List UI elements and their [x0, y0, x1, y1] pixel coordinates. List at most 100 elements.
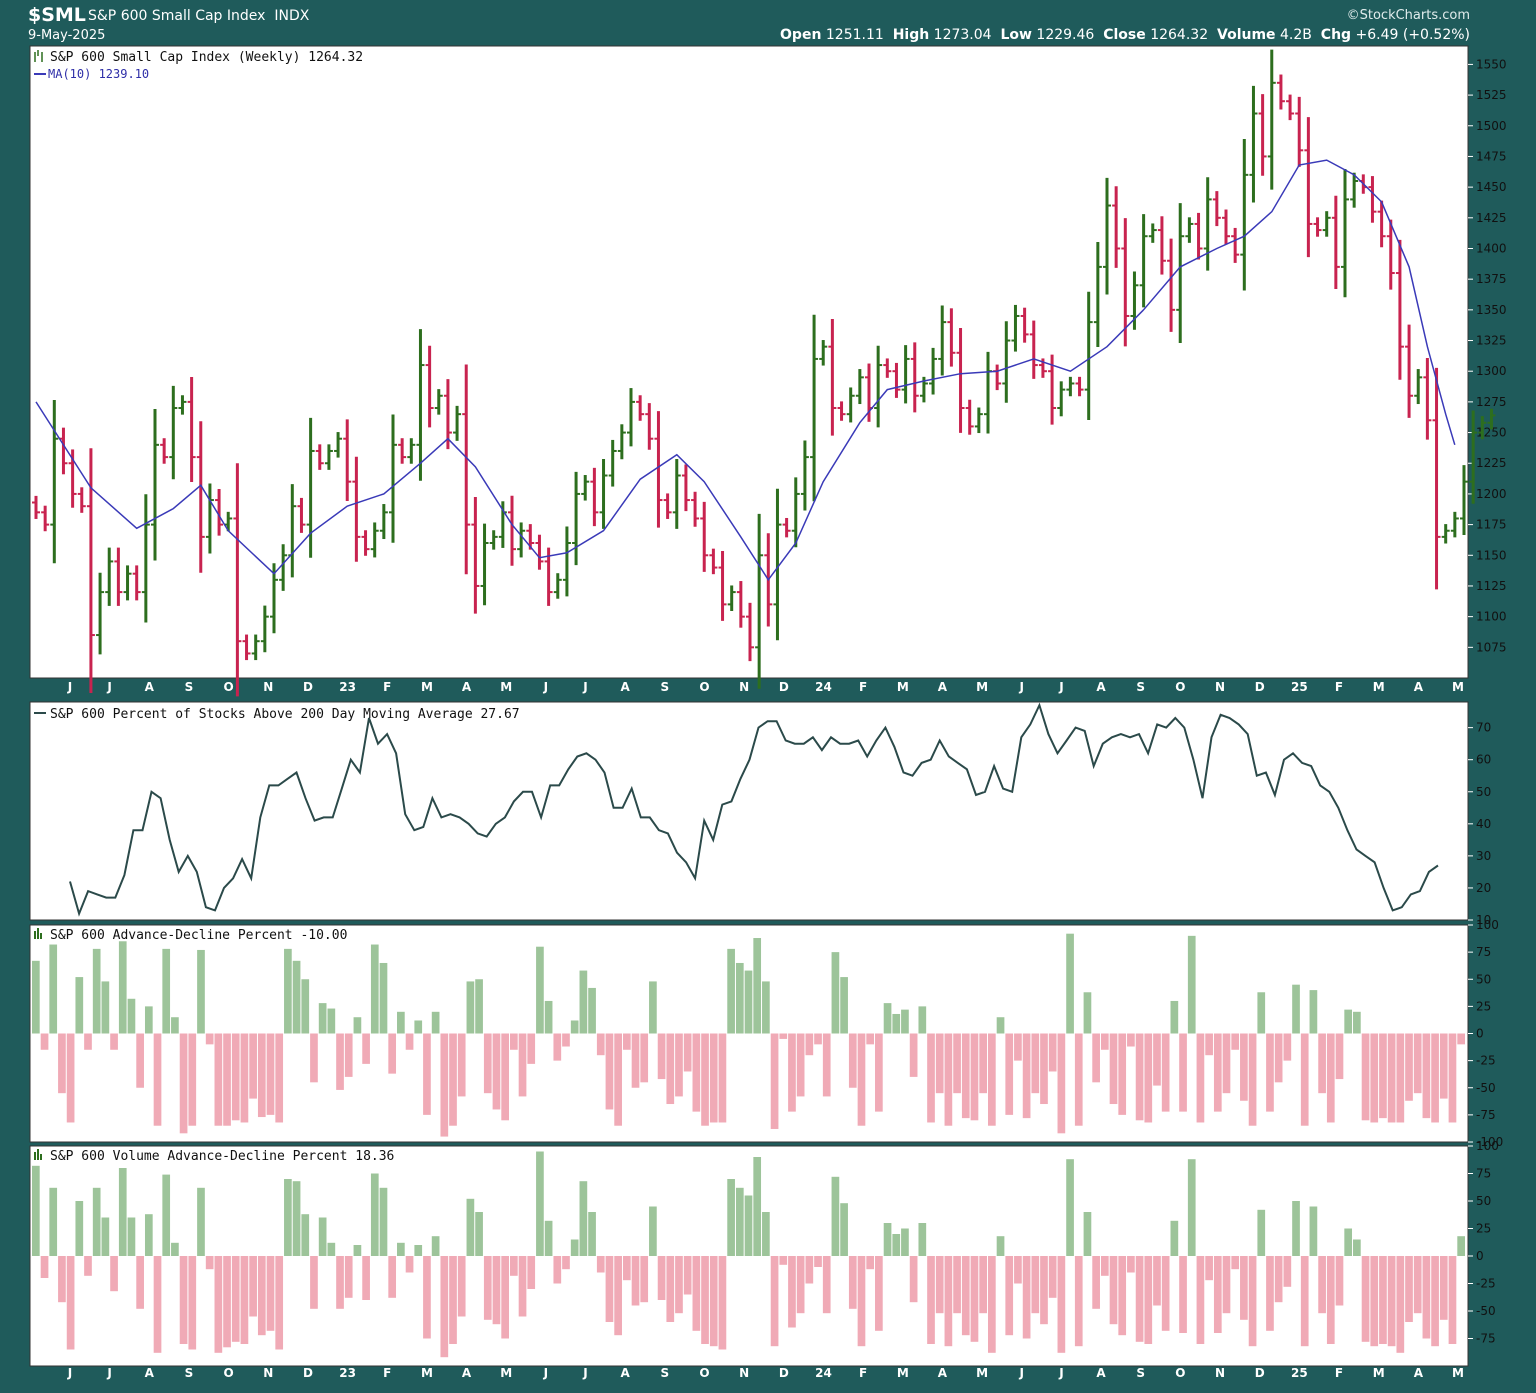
adv-decline-bar: [292, 960, 301, 1034]
x-axis-label-bottom: A: [938, 1366, 948, 1380]
volume-label: Volume: [1217, 27, 1276, 43]
adv-decline-bar: [127, 998, 136, 1034]
adv-decline-bar: [214, 1033, 223, 1126]
x-axis-label: J: [1058, 680, 1063, 694]
volume-adv-decline-bar: [1439, 1256, 1448, 1320]
adv-decline-bar: [1292, 984, 1300, 1034]
adv-decline-bar: [1022, 1033, 1031, 1119]
adv-decline-bar: [875, 1033, 883, 1112]
volume-adv-decline-bar: [397, 1242, 405, 1256]
x-axis-label-bottom: N: [739, 1366, 749, 1380]
ohlc-bar: [1103, 177, 1111, 295]
adv-decline-bar: [996, 1017, 1005, 1034]
adv-decline-bar: [1205, 1033, 1213, 1056]
low-value: 1229.46: [1036, 27, 1095, 43]
ohlc-bar: [123, 565, 132, 601]
x-axis-label-bottom: M: [976, 1366, 988, 1380]
volume-adv-decline-bar: [301, 1214, 310, 1256]
adv-decline-bar: [32, 960, 40, 1034]
volume-adv-decline-bar: [266, 1256, 275, 1331]
adv-decline-bar: [1266, 1033, 1274, 1112]
volume-adv-decline-bar: [770, 1256, 779, 1347]
volume-adv-decline-bar: [1283, 1256, 1292, 1287]
x-axis-label-bottom: M: [897, 1366, 909, 1380]
volume-adv-decline-bar: [1387, 1256, 1396, 1347]
volume-adv-decline-bar: [66, 1256, 75, 1350]
stockcharts-brand[interactable]: ©StockCharts.com: [1346, 8, 1470, 23]
volume-adv-decline-bar: [483, 1256, 492, 1320]
adv-decline-bar: [40, 1033, 49, 1050]
ohlc-bar: [389, 414, 397, 543]
adv-decline-bar: [379, 962, 388, 1034]
y-tick-label: 50: [1476, 785, 1491, 799]
volume-adv-decline-bar: [701, 1256, 709, 1344]
ohlc-bar: [443, 379, 452, 450]
volume-adv-decline-bar: [788, 1256, 796, 1328]
ohlc-bar: [425, 345, 434, 428]
x-axis-label: A: [938, 680, 948, 694]
adv-decline-bar: [1222, 1033, 1231, 1094]
ohlc-bar: [334, 432, 343, 458]
adv-decline-bar: [727, 948, 735, 1034]
adv-decline-bar: [266, 1033, 275, 1115]
adv-decline-bar: [449, 1033, 457, 1126]
volume-adv-decline-bar: [1074, 1256, 1083, 1347]
pct-above-200dma-line: [69, 702, 1439, 917]
adv-decline-bar: [1422, 1033, 1431, 1119]
ohlc-bar: [553, 573, 562, 599]
y-tick-label: 50: [1476, 972, 1491, 986]
y-tick-label: 1100: [1476, 610, 1507, 624]
x-axis-label: F: [859, 680, 867, 694]
x-axis-label-bottom: A: [1096, 1366, 1106, 1380]
adv-decline-bar: [362, 1033, 370, 1064]
ohlc-bar: [434, 389, 443, 415]
ohlc-bar: [1176, 203, 1185, 343]
volume-adv-decline-bar: [579, 1181, 588, 1256]
volume-adv-decline-bar: [1205, 1256, 1213, 1281]
adv-decline-bar: [1326, 1033, 1335, 1123]
volume-adv-decline-bar: [779, 1256, 788, 1265]
volume-adv-decline-bar: [675, 1256, 683, 1314]
adv-decline-bar: [588, 987, 596, 1034]
volume-adv-decline-bar: [970, 1256, 979, 1342]
adv-decline-bar: [84, 1033, 92, 1050]
adv-decline-bar: [475, 979, 483, 1034]
ohlc-bar: [1423, 358, 1432, 440]
ohlc-bar: [1368, 176, 1377, 223]
adv-decline-bar: [1283, 1033, 1292, 1061]
x-axis-label-bottom: N: [263, 1366, 273, 1380]
volume-adv-decline-bar: [92, 1187, 101, 1256]
volume-adv-decline-bar: [1240, 1256, 1248, 1320]
ohlc-bar: [279, 544, 288, 591]
y-tick-label: 1125: [1476, 579, 1507, 593]
volume-adv-decline-bar: [562, 1256, 570, 1270]
adv-decline-bar: [735, 962, 744, 1034]
x-axis-label: M: [1373, 680, 1385, 694]
adv-decline-bar: [1396, 1033, 1405, 1123]
ohlc-bar: [791, 477, 800, 548]
open-label: Open: [780, 27, 822, 43]
adv-decline-bar: [927, 1033, 935, 1123]
volume-adv-decline-bar: [762, 1212, 770, 1256]
ohlc-bar: [270, 563, 278, 634]
ohlc-bar: [462, 364, 471, 575]
panel-1-background: [29, 701, 1469, 921]
ohlc-bar: [1313, 217, 1322, 237]
y-tick-label: 10: [1476, 913, 1491, 927]
adv-decline-bar: [49, 944, 58, 1034]
volume-adv-decline-bar: [1344, 1228, 1353, 1256]
x-axis-label: N: [1215, 680, 1225, 694]
volume-adv-decline-bar: [344, 1256, 353, 1298]
adv-decline-bar: [1431, 1033, 1439, 1123]
ohlc-bar: [1249, 85, 1258, 203]
ohlc-bar: [1322, 211, 1331, 237]
volume-adv-decline-bar: [553, 1256, 562, 1284]
x-axis-label-bottom: A: [462, 1366, 472, 1380]
adv-decline-bar: [1231, 1033, 1240, 1050]
adv-decline-bar: [596, 1033, 605, 1056]
adv-decline-bar: [579, 970, 588, 1034]
volume-adv-decline-bar: [1066, 1159, 1074, 1256]
adv-decline-bar: [179, 1033, 188, 1134]
adv-decline-bar: [223, 1033, 231, 1126]
ohlc-bar: [1432, 367, 1441, 590]
